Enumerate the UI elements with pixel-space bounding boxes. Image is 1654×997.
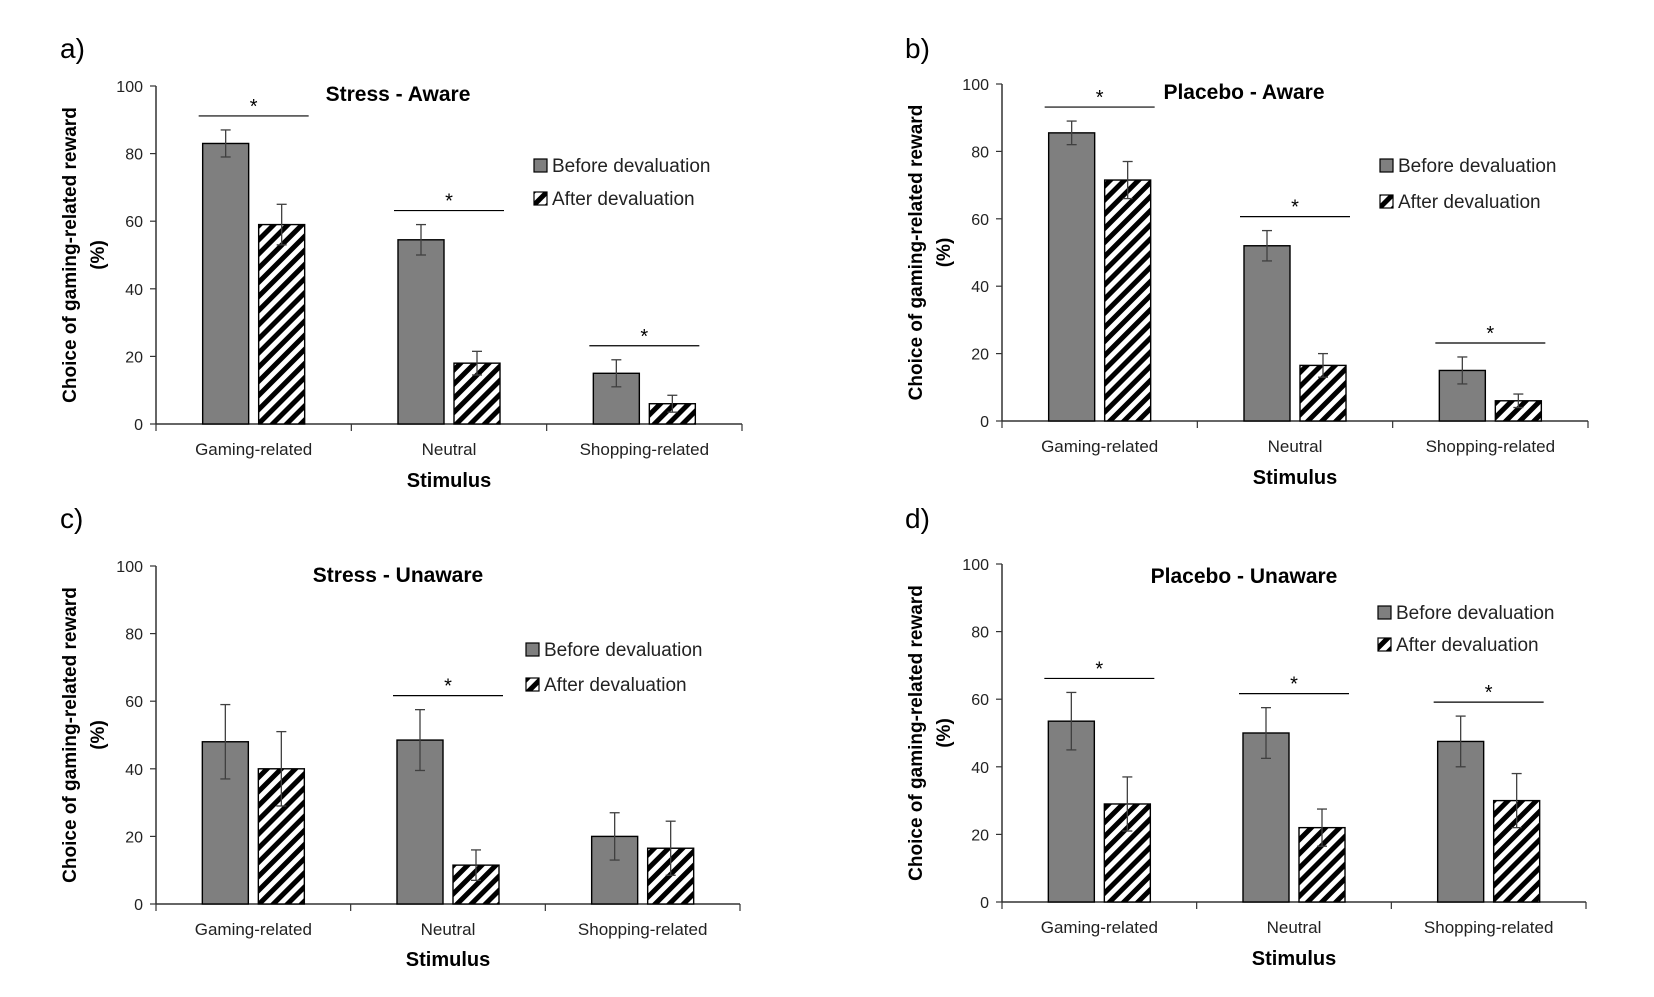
significance-marker: * — [445, 191, 453, 213]
x-tick-label: Gaming-related — [1041, 918, 1158, 937]
bar-before-devaluation — [1436, 740, 1485, 903]
y-tick-label: 0 — [134, 897, 143, 914]
legend-label-after: After devaluation — [544, 675, 687, 696]
significance-marker: * — [640, 326, 648, 348]
chart-title: Stress - Unaware — [313, 564, 483, 587]
x-tick-label: Shopping-related — [1424, 918, 1553, 937]
chart-panel-4: d) Placebo - Unaware Choice of gaming-rela… — [905, 503, 1587, 970]
y-axis-label-unit: (%) — [88, 720, 109, 750]
y-tick-label: 100 — [116, 559, 143, 576]
chart-title: Placebo - Aware — [1163, 81, 1324, 104]
x-tick-label: Shopping-related — [578, 920, 707, 939]
bar-before-devaluation — [1047, 720, 1096, 903]
legend-swatch-after — [533, 191, 548, 206]
legend-label-after: After devaluation — [552, 189, 695, 210]
bar-after-devaluation — [257, 223, 306, 425]
x-tick-label: Neutral — [421, 920, 476, 939]
y-tick-label: 20 — [125, 349, 143, 366]
legend-label-before: Before devaluation — [552, 156, 710, 177]
legend-swatch-before — [1379, 158, 1394, 173]
y-tick-label: 20 — [971, 347, 989, 364]
y-tick-label: 100 — [962, 77, 989, 94]
legend-label-after: After devaluation — [1396, 635, 1539, 656]
y-axis-label: Choice of gaming-related reward — [60, 587, 81, 883]
x-tick-label: Gaming-related — [1041, 437, 1158, 456]
x-tick-label: Shopping-related — [580, 440, 709, 459]
legend-swatch-before — [1377, 605, 1392, 620]
x-axis-label: Stimulus — [406, 949, 490, 971]
y-tick-label: 100 — [962, 557, 989, 574]
y-tick-label: 40 — [125, 762, 143, 779]
x-axis-label: Stimulus — [1253, 467, 1337, 489]
legend-label-before: Before devaluation — [544, 640, 702, 661]
y-axis-label-unit: (%) — [934, 238, 955, 268]
y-tick-label: 40 — [971, 279, 989, 296]
y-tick-label: 60 — [971, 692, 989, 709]
x-tick-label: Neutral — [422, 440, 477, 459]
legend-swatch-before — [525, 642, 540, 657]
x-axis-label: Stimulus — [407, 470, 491, 492]
y-tick-label: 60 — [125, 214, 143, 231]
panel-letter: c) — [60, 503, 83, 534]
y-tick-label: 0 — [980, 414, 989, 431]
chart-panel-3: c) Stress - Unaware Choice of gaming-relat… — [60, 503, 741, 971]
x-tick-label: Gaming-related — [195, 440, 312, 459]
legend-label-after: After devaluation — [1398, 192, 1541, 213]
y-tick-label: 80 — [125, 627, 143, 644]
significance-marker: * — [250, 96, 258, 118]
x-tick-label: Neutral — [1268, 437, 1323, 456]
legend-swatch-after — [525, 677, 540, 692]
y-tick-label: 40 — [125, 282, 143, 299]
y-tick-label: 80 — [971, 144, 989, 161]
y-tick-label: 20 — [125, 829, 143, 846]
y-tick-label: 60 — [971, 212, 989, 229]
legend-swatch-after — [1377, 637, 1392, 652]
x-tick-label: Gaming-related — [195, 920, 312, 939]
legend-label-before: Before devaluation — [1396, 603, 1554, 624]
y-tick-label: 0 — [134, 417, 143, 434]
y-axis-label: Choice of gaming-related reward — [60, 107, 81, 403]
legend-label-before: Before devaluation — [1398, 156, 1556, 177]
y-tick-label: 100 — [116, 79, 143, 96]
panel-letter: d) — [905, 503, 930, 534]
x-tick-label: Neutral — [1267, 918, 1322, 937]
y-tick-label: 80 — [971, 625, 989, 642]
y-axis-label-unit: (%) — [934, 718, 955, 748]
y-axis-label-unit: (%) — [88, 240, 109, 270]
significance-marker: * — [1096, 87, 1104, 109]
y-tick-label: 20 — [971, 827, 989, 844]
significance-marker: * — [1095, 658, 1103, 680]
bar-before-devaluation — [201, 142, 250, 425]
x-tick-label: Shopping-related — [1426, 437, 1555, 456]
y-tick-label: 60 — [125, 694, 143, 711]
legend-swatch-before — [533, 158, 548, 173]
chart-title: Stress - Aware — [326, 83, 471, 106]
y-axis-label: Choice of gaming-related reward — [906, 585, 927, 881]
significance-marker: * — [1485, 682, 1493, 704]
significance-marker: * — [444, 676, 452, 698]
legend: Before devaluation After devaluation — [525, 640, 702, 696]
legend: Before devaluation After devaluation — [1377, 603, 1554, 656]
y-tick-label: 80 — [125, 147, 143, 164]
bar-after-devaluation — [1103, 179, 1152, 422]
legend: Before devaluation After devaluation — [1379, 156, 1556, 213]
significance-marker: * — [1486, 323, 1494, 345]
panel-letter: b) — [905, 33, 930, 64]
panel-letter: a) — [60, 33, 85, 64]
significance-marker: * — [1290, 674, 1298, 696]
y-tick-label: 0 — [980, 895, 989, 912]
significance-marker: * — [1291, 197, 1299, 219]
bar-before-devaluation — [1047, 132, 1096, 422]
legend: Before devaluation After devaluation — [533, 156, 710, 210]
chart-panel-2: b) Placebo - Aware Choice of gaming-relate… — [905, 33, 1589, 489]
chart-title: Placebo - Unaware — [1151, 565, 1338, 588]
y-axis-label: Choice of gaming-related reward — [906, 105, 927, 401]
legend-swatch-after — [1379, 194, 1394, 209]
y-tick-label: 40 — [971, 760, 989, 777]
bar-before-devaluation — [1243, 245, 1291, 422]
bar-before-devaluation — [397, 239, 445, 425]
chart-panel-1: a) Stress - Aware Choice of gaming-related… — [60, 33, 743, 492]
x-axis-label: Stimulus — [1252, 948, 1336, 970]
